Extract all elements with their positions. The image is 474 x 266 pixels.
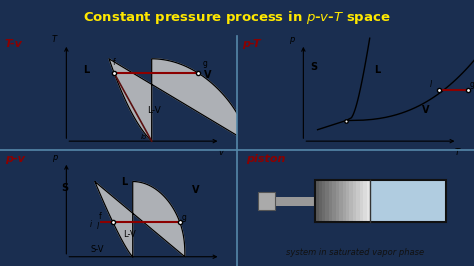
Bar xyxy=(370,180,446,222)
Text: L: L xyxy=(374,65,381,74)
Text: L: L xyxy=(83,65,89,74)
Text: T-v: T-v xyxy=(5,39,23,49)
Bar xyxy=(258,192,275,210)
Text: g: g xyxy=(470,80,474,89)
Text: system in saturated vapor phase: system in saturated vapor phase xyxy=(286,248,425,257)
Bar xyxy=(346,180,349,222)
Bar xyxy=(339,180,343,222)
Bar xyxy=(332,180,336,222)
Text: p-T: p-T xyxy=(242,39,260,49)
Bar xyxy=(315,180,446,222)
Text: piston: piston xyxy=(246,154,286,164)
Polygon shape xyxy=(109,59,246,141)
Text: v: v xyxy=(218,264,223,266)
Bar xyxy=(353,180,356,222)
Bar xyxy=(343,180,346,222)
Text: V: V xyxy=(192,185,200,195)
Text: lo: lo xyxy=(141,134,147,140)
Text: i: i xyxy=(90,220,91,229)
Bar xyxy=(356,180,360,222)
Text: g: g xyxy=(182,213,187,222)
Text: T: T xyxy=(455,148,460,157)
Text: S-V: S-V xyxy=(90,245,103,254)
Bar xyxy=(265,197,315,206)
Text: p: p xyxy=(52,153,57,162)
Bar xyxy=(363,180,366,222)
Text: S: S xyxy=(62,183,69,193)
Text: p-v: p-v xyxy=(5,154,25,164)
Bar xyxy=(336,180,339,222)
Bar xyxy=(366,180,370,222)
Bar xyxy=(329,180,332,222)
Text: L: L xyxy=(121,177,127,187)
Text: f: f xyxy=(99,211,101,221)
Bar xyxy=(326,180,329,222)
Bar xyxy=(349,180,353,222)
Text: p: p xyxy=(289,35,294,44)
Text: Constant pressure process in $\mathit{p}$-$\mathit{v}$-$\mathit{T}$ space: Constant pressure process in $\mathit{p}… xyxy=(83,10,391,26)
Text: T: T xyxy=(52,35,57,44)
Bar xyxy=(315,180,319,222)
Text: v: v xyxy=(218,148,223,157)
Text: L-V: L-V xyxy=(147,106,161,115)
Text: l: l xyxy=(97,222,99,231)
Bar xyxy=(319,180,322,222)
Text: f: f xyxy=(112,58,115,67)
Bar xyxy=(360,180,363,222)
Text: L-V: L-V xyxy=(123,230,136,239)
Text: g: g xyxy=(203,59,208,68)
Text: S: S xyxy=(310,62,318,72)
Text: V: V xyxy=(422,105,429,115)
Text: l: l xyxy=(430,80,432,89)
Polygon shape xyxy=(95,181,185,257)
Text: V: V xyxy=(204,70,211,80)
Bar xyxy=(322,180,326,222)
